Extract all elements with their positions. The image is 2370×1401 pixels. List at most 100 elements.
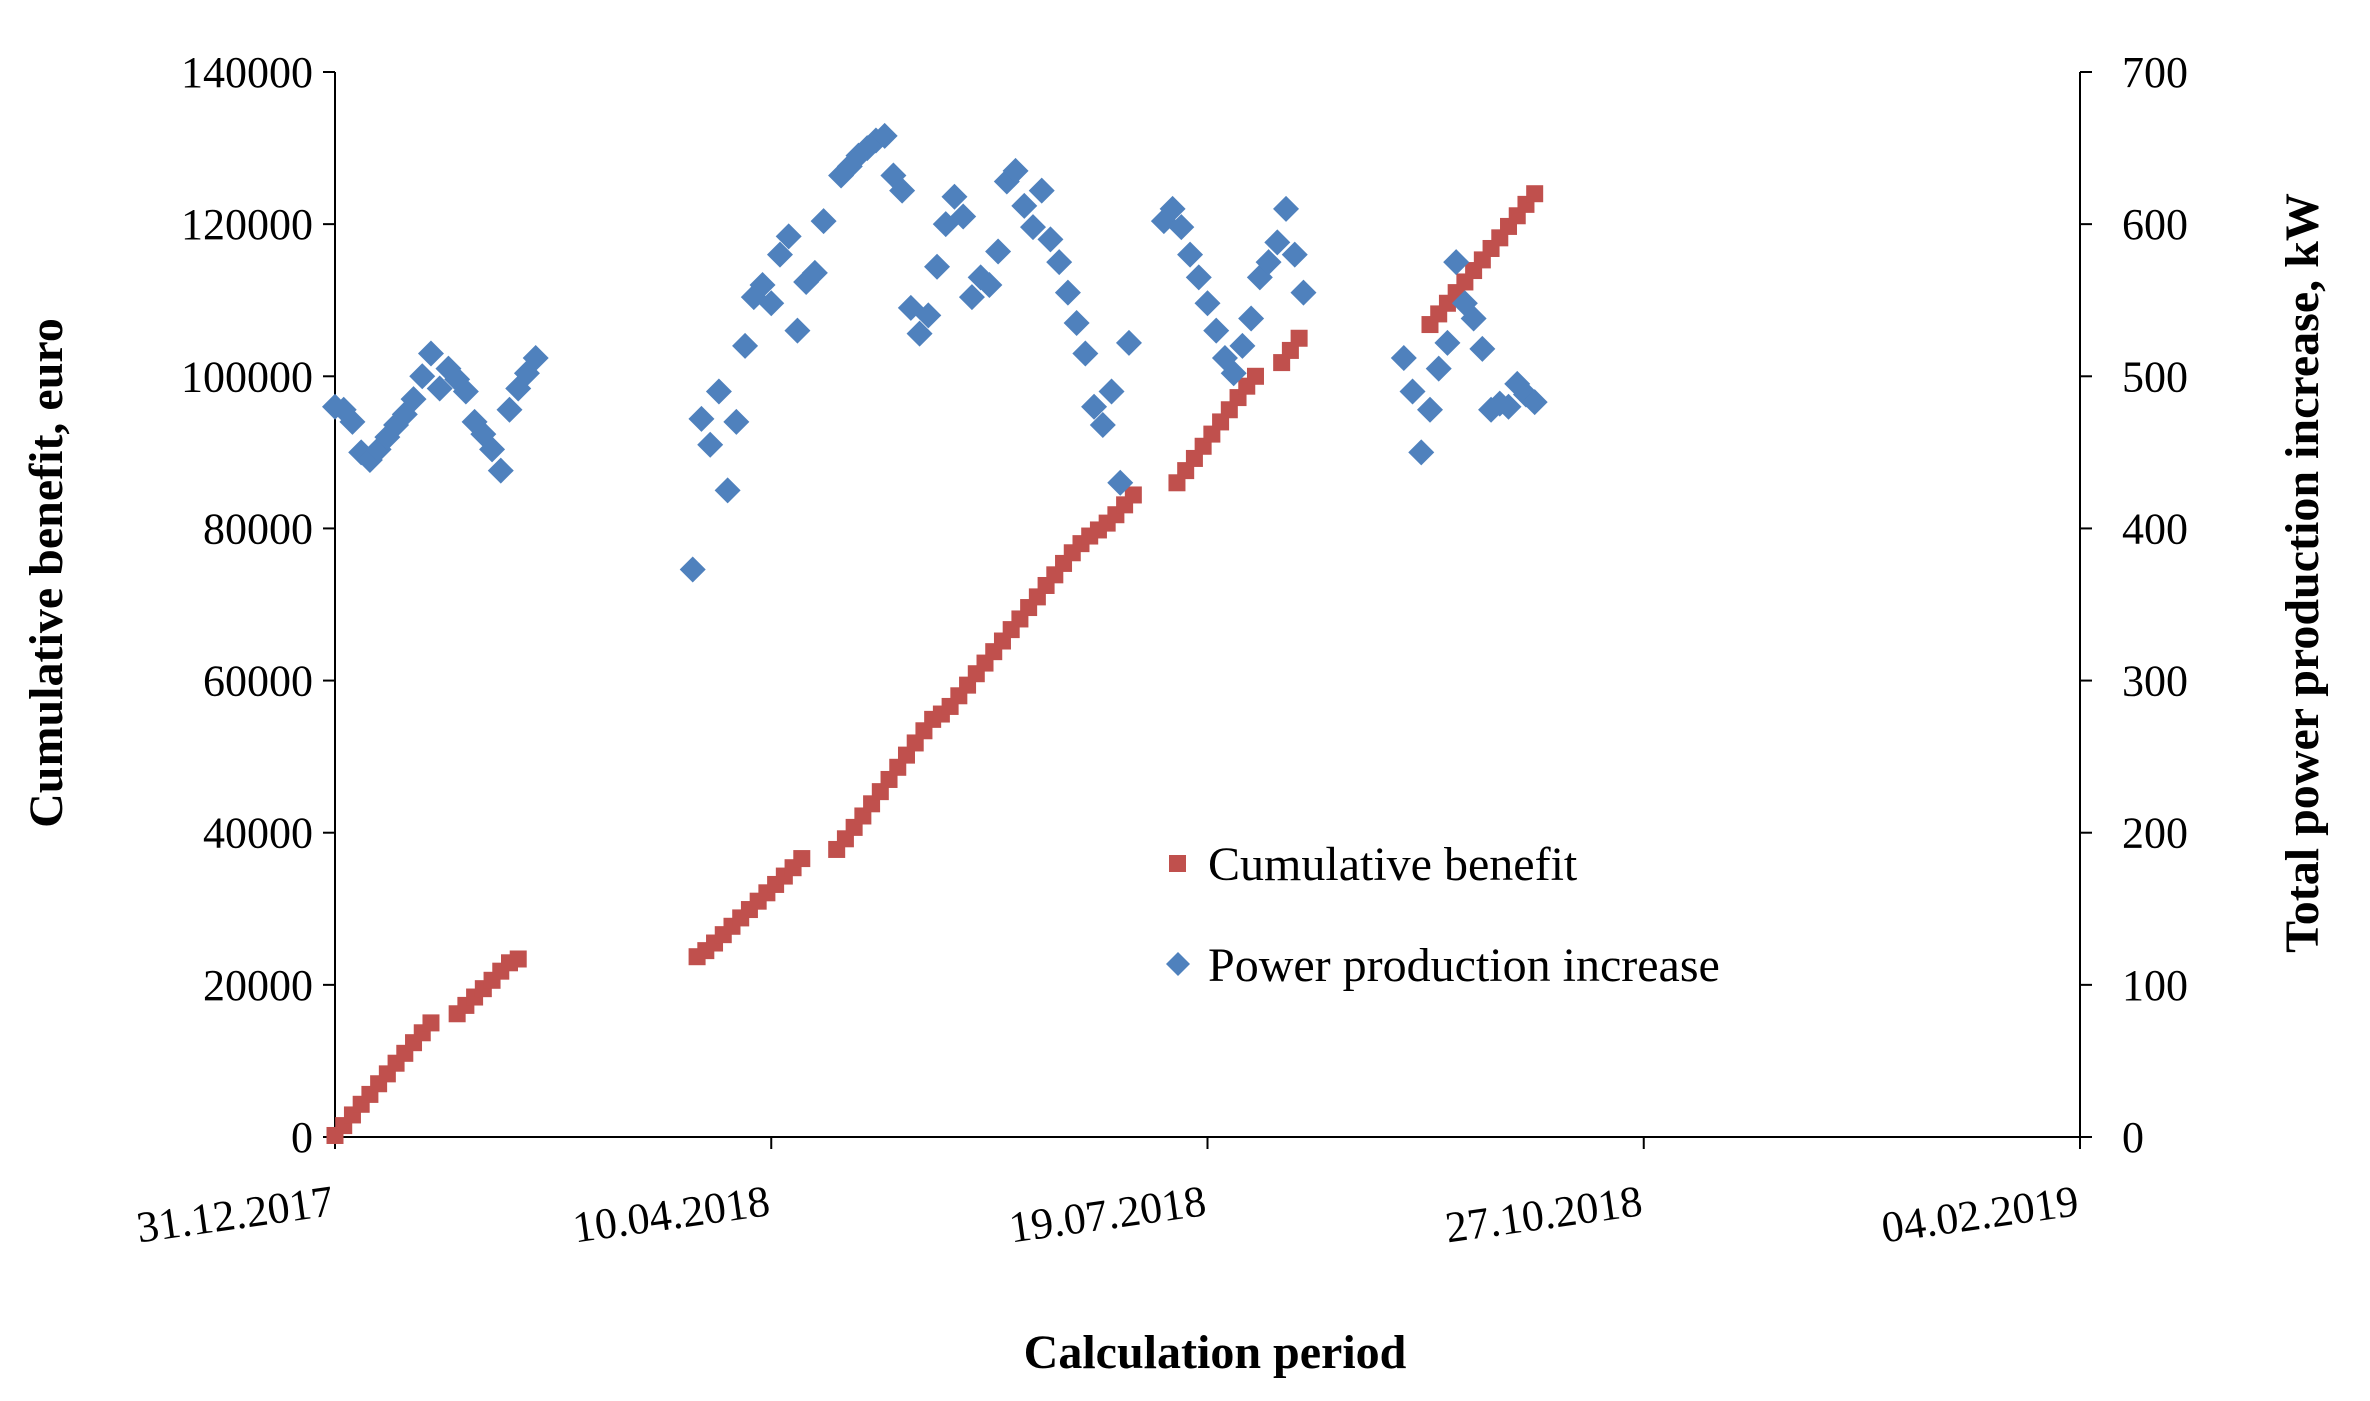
x-axis-title: Calculation period (1024, 1326, 1407, 1379)
power-production-increase-point (426, 375, 453, 402)
cumulative-benefit-point (1526, 185, 1544, 203)
power-production-increase-point (1255, 249, 1282, 276)
power-production-increase-point (679, 556, 706, 583)
power-production-increase-point (1443, 249, 1470, 276)
series-power-production-increase (322, 122, 1548, 583)
legend-marker-power-production-increase (1166, 952, 1190, 976)
power-production-increase-point (1107, 469, 1134, 496)
power-production-increase-point (1495, 393, 1522, 420)
x-tick-label: 27.10.2018 (1442, 1176, 1645, 1252)
x-tick-label: 19.07.2018 (1006, 1176, 1209, 1252)
power-production-increase-point (1063, 310, 1090, 337)
power-production-increase-point (1264, 229, 1291, 256)
power-production-increase-point (862, 127, 889, 154)
power-production-increase-point (758, 290, 785, 317)
power-production-increase-point (924, 253, 951, 280)
power-production-increase-point (723, 408, 750, 435)
power-production-increase-point (522, 345, 549, 372)
power-production-increase-point (732, 332, 759, 359)
power-production-increase-point (400, 386, 427, 413)
x-axis-ticks: 31.12.2017 10.04.2018 19.07.2018 27.10.2018… (133, 1137, 2081, 1252)
cumulative-benefit-point (1124, 486, 1142, 504)
x-tick-label: 04.02.2019 (1878, 1176, 2081, 1252)
cumulative-benefit-point (422, 1014, 440, 1032)
power-production-increase-point (1460, 305, 1487, 332)
power-production-increase-point (417, 340, 444, 367)
power-production-increase-point (985, 238, 1012, 265)
power-production-increase-point (784, 317, 811, 344)
power-production-increase-point (496, 396, 523, 423)
series-cumulative-benefit (326, 185, 1544, 1144)
power-production-increase-point (1229, 332, 1256, 359)
power-production-increase-point (697, 431, 724, 458)
y-right-tick-label: 500 (2122, 352, 2188, 401)
y-right-tick-label: 300 (2122, 657, 2188, 706)
power-production-increase-point (1416, 396, 1443, 423)
cumulative-benefit-point (1246, 367, 1264, 385)
power-production-increase-point (1054, 279, 1081, 306)
power-production-increase-point (915, 302, 942, 329)
power-production-increase-point (1072, 340, 1099, 367)
y-axis-title-right: Total power production increase, kW (2276, 193, 2329, 953)
power-production-increase-point (1020, 214, 1046, 241)
power-production-increase-point (889, 177, 916, 204)
legend: Cumulative benefit Power production incr… (1166, 838, 1720, 992)
power-production-increase-point (1521, 389, 1548, 416)
power-production-increase-point (1028, 177, 1055, 204)
power-production-increase-point (801, 259, 828, 286)
y-left-axis-ticks: 0 20000 40000 60000 80000 100000 120000 140000 (181, 48, 335, 1162)
power-production-increase-point (1281, 241, 1308, 268)
y-axis-title-left: Cumulative benefit, euro (20, 318, 73, 828)
y-left-tick-label: 20000 (203, 961, 313, 1010)
cumulative-benefit-point (1290, 329, 1308, 347)
power-production-increase-point (1469, 335, 1496, 362)
power-production-increase-point (1399, 378, 1426, 405)
cumulative-benefit-point (793, 850, 811, 868)
power-production-increase-point (906, 320, 933, 347)
power-production-increase-point (1194, 290, 1221, 317)
power-production-increase-point (714, 477, 741, 504)
power-production-increase-point (688, 405, 715, 432)
power-production-increase-point (976, 272, 1003, 298)
power-production-increase-point (871, 122, 898, 149)
power-production-increase-point (950, 203, 977, 230)
legend-label-power-production-increase: Power production increase (1208, 939, 1720, 992)
power-production-increase-point (1408, 439, 1435, 466)
power-production-increase-point (1390, 345, 1417, 372)
power-production-increase-point (958, 284, 985, 311)
y-left-tick-label: 100000 (181, 352, 313, 401)
power-production-increase-point (1159, 195, 1186, 222)
power-production-increase-point (1098, 378, 1125, 405)
power-production-increase-point (409, 363, 436, 390)
x-tick-label: 31.12.2017 (133, 1176, 336, 1252)
power-production-increase-point (487, 457, 514, 484)
power-production-increase-point (1168, 214, 1195, 241)
power-production-increase-point (1046, 249, 1073, 276)
y-right-axis-ticks: 0 100 200 300 400 500 600 700 (2080, 48, 2188, 1162)
y-left-tick-label: 120000 (181, 200, 313, 249)
y-left-tick-label: 40000 (203, 809, 313, 858)
x-tick-label: 10.04.2018 (570, 1176, 773, 1252)
y-right-tick-label: 600 (2122, 200, 2188, 249)
power-production-increase-point (749, 272, 776, 298)
power-production-increase-point (1002, 157, 1029, 184)
power-production-increase-point (1273, 195, 1300, 222)
power-production-increase-point (479, 436, 506, 463)
y-left-tick-label: 60000 (203, 657, 313, 706)
power-production-increase-point (1037, 226, 1064, 253)
power-production-increase-point (1081, 393, 1108, 420)
power-production-increase-point (1011, 192, 1038, 219)
y-left-tick-label: 80000 (203, 504, 313, 553)
y-right-tick-label: 200 (2122, 809, 2188, 858)
power-production-increase-point (1203, 317, 1230, 344)
y-right-tick-label: 700 (2122, 48, 2188, 97)
power-production-increase-point (1089, 411, 1116, 438)
y-right-tick-label: 100 (2122, 961, 2188, 1010)
power-production-increase-point (941, 183, 968, 210)
power-production-increase-point (1434, 329, 1461, 356)
power-production-increase-point (775, 223, 802, 250)
y-right-tick-label: 0 (2122, 1113, 2144, 1162)
y-left-tick-label: 0 (291, 1113, 313, 1162)
power-production-increase-point (1290, 279, 1317, 306)
